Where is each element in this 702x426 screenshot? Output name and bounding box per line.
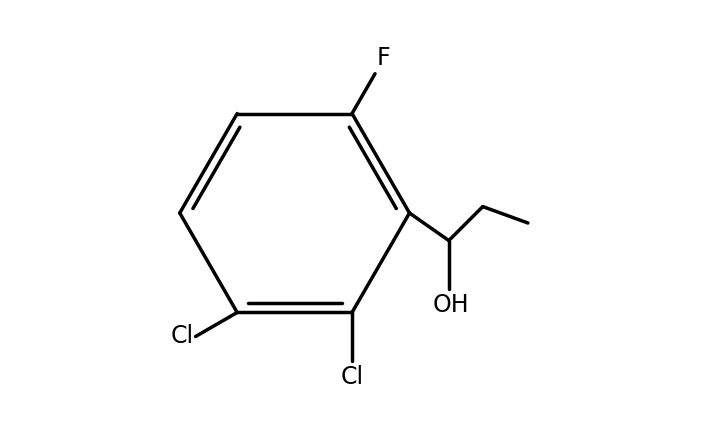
Text: Cl: Cl [340,365,364,389]
Text: F: F [377,46,391,70]
Text: OH: OH [432,293,469,317]
Text: Cl: Cl [171,325,194,348]
